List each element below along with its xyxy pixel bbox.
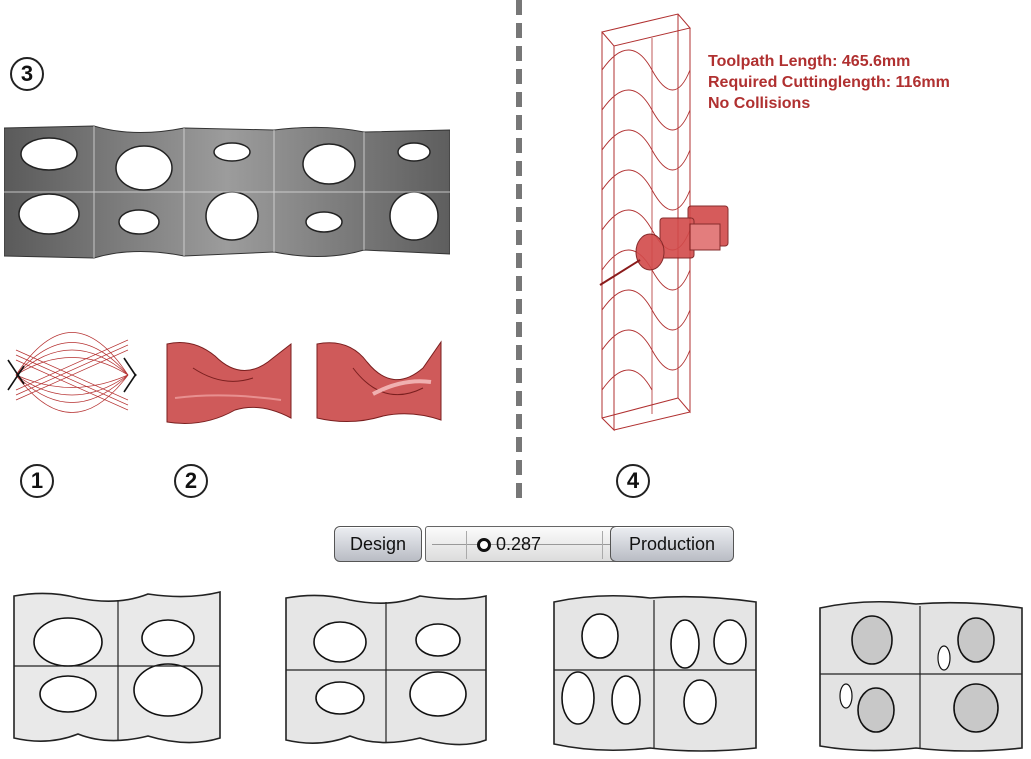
surface-piece-right <box>316 340 442 423</box>
cutting-length-text: Required Cuttinglength: 116mm <box>708 74 950 91</box>
section-divider <box>516 0 522 505</box>
step-2-badge: 2 <box>174 464 208 498</box>
variant-tile-3 <box>553 594 757 752</box>
machining-info: Toolpath Length: 465.6mm Required Cuttin… <box>708 51 950 114</box>
spindle-tool <box>635 205 729 271</box>
design-button-label: Design <box>349 533 407 554</box>
step-4-badge: 4 <box>616 464 650 498</box>
variant-tile-4 <box>819 600 1023 752</box>
slider-tick <box>602 531 603 559</box>
wire-toolpath-curves <box>7 332 137 413</box>
production-button[interactable]: Production <box>610 526 734 562</box>
step-1-badge: 1 <box>20 464 54 498</box>
step-4-label: 4 <box>626 468 640 493</box>
design-button[interactable]: Design <box>334 526 422 562</box>
variant-tile-2 <box>285 594 487 746</box>
slider-line <box>432 544 635 545</box>
slider-tick <box>466 531 467 559</box>
collisions-text: No Collisions <box>708 95 811 112</box>
production-button-label: Production <box>628 533 716 554</box>
step-3-badge: 3 <box>10 57 44 91</box>
toolpath-length-text: Toolpath Length: 465.6mm <box>708 53 911 70</box>
step-2-label: 2 <box>184 468 198 493</box>
surface-piece-left <box>166 342 292 424</box>
variant-tile-1 <box>13 590 221 744</box>
design-production-slider: Design 0.287 Production <box>334 526 734 564</box>
machining-column-render <box>599 13 729 432</box>
slider-value: 0.287 <box>496 534 542 554</box>
step-1-label: 1 <box>30 468 44 493</box>
slider-knob[interactable] <box>477 538 491 552</box>
step-3-label: 3 <box>20 61 34 86</box>
gyroid-strip-render <box>4 125 450 259</box>
